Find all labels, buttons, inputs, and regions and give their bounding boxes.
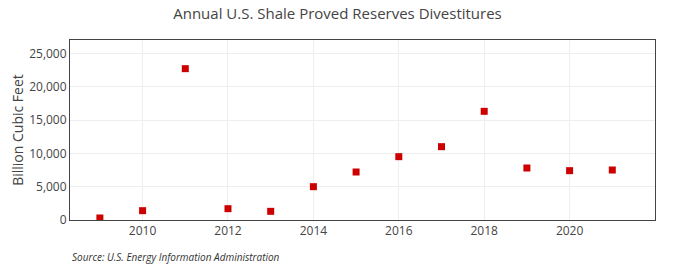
svg-text:2018: 2018 (470, 222, 498, 239)
svg-text:2016: 2016 (385, 222, 413, 239)
svg-text:20,000: 20,000 (29, 78, 67, 95)
svg-text:Billion Cubic Feet: Billion Cubic Feet (8, 74, 27, 186)
svg-text:2012: 2012 (214, 222, 242, 239)
svg-text:5,000: 5,000 (36, 178, 67, 195)
svg-text:25,000: 25,000 (29, 45, 67, 62)
svg-text:2014: 2014 (300, 222, 328, 239)
svg-text:2020: 2020 (556, 222, 584, 239)
svg-text:Source: U.S. Energy Informatio: Source: U.S. Energy Information Administ… (72, 250, 280, 264)
svg-text:0: 0 (60, 211, 67, 228)
svg-text:Annual U.S. Shale Proved Reser: Annual U.S. Shale Proved Reserves Divest… (173, 3, 502, 23)
svg-text:2010: 2010 (129, 222, 157, 239)
svg-text:15,000: 15,000 (29, 111, 67, 128)
svg-text:10,000: 10,000 (29, 145, 67, 162)
